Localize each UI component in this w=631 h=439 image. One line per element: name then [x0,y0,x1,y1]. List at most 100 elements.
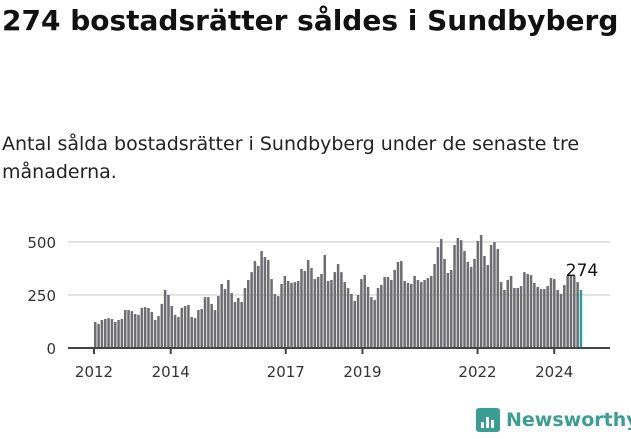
bar [153,320,157,348]
bar [143,307,147,348]
bar [296,281,300,348]
bar [363,275,366,348]
bar [333,272,337,348]
bar [300,268,303,348]
bar [383,276,386,348]
bar [376,288,380,348]
bar [516,288,519,348]
bar [509,275,513,348]
bar [273,293,277,348]
bar [316,276,320,348]
bar [217,296,220,348]
bar [240,301,243,348]
y-tick-label: 0 [46,340,56,358]
bar [320,274,323,348]
bar [130,311,134,348]
bar [436,247,440,348]
bar [110,318,114,348]
bar [353,300,356,348]
bar [390,279,393,348]
bar [197,310,200,348]
bar [403,281,406,348]
bar [469,267,473,348]
subtitle: Antal sålda bostadsrätter i Sundbyberg u… [2,133,580,183]
bar [207,297,210,348]
bar [97,324,100,348]
bar [223,289,227,348]
bar [310,268,313,348]
bar [250,272,253,348]
bar [443,258,446,348]
bar [506,279,510,348]
bar [429,275,433,348]
bar [313,279,317,348]
bar [103,318,107,348]
bar [113,321,117,348]
bar [449,269,453,348]
bar [346,288,350,348]
bar [543,289,546,348]
bar [473,258,476,348]
bar [163,289,167,348]
bar [147,307,150,348]
brand-name: Newsworthy [506,409,631,431]
bar [360,279,363,348]
bar [120,318,124,348]
bar [260,251,263,348]
bar [133,314,137,348]
bar [533,282,536,348]
bar [160,303,164,348]
bar [479,235,483,348]
bar [306,260,310,348]
bar [180,307,184,348]
bar [170,306,174,348]
bar [266,260,270,348]
bar [446,272,450,348]
bar [117,320,120,348]
bar [576,282,579,348]
bar [237,297,240,348]
bar [566,275,569,348]
bar [253,261,257,348]
bar [356,295,360,348]
bar [373,300,376,348]
bar [303,271,307,348]
bar [326,281,330,348]
bar [210,303,213,348]
bar [493,242,496,348]
newsworthy-logo: Newsworthy [476,408,631,432]
bar [486,265,490,348]
bar [503,289,506,348]
bar [293,282,297,348]
bar [340,272,343,348]
bar [243,288,247,348]
bar [519,286,523,348]
bar [370,297,373,348]
bar [167,295,170,348]
x-tick-label: 2012 [75,363,113,381]
bar [233,301,237,348]
bar [230,293,233,348]
chart-logo-icon [476,408,500,432]
bar [393,269,396,348]
bar [177,317,180,348]
bar [400,261,403,348]
x-tick-label: 2022 [458,363,496,381]
bar [556,289,559,348]
bar [227,279,230,348]
bar [476,240,480,348]
bar [173,314,177,348]
bar [263,257,267,348]
bar [190,317,193,348]
bar [270,279,273,348]
bar [283,275,287,348]
bar [559,293,563,348]
bar [459,240,463,348]
bar [456,237,460,348]
bar [213,310,217,348]
bar [290,282,293,348]
bar [426,278,430,348]
bar [489,244,493,348]
bar [137,314,140,348]
bar [573,275,576,348]
